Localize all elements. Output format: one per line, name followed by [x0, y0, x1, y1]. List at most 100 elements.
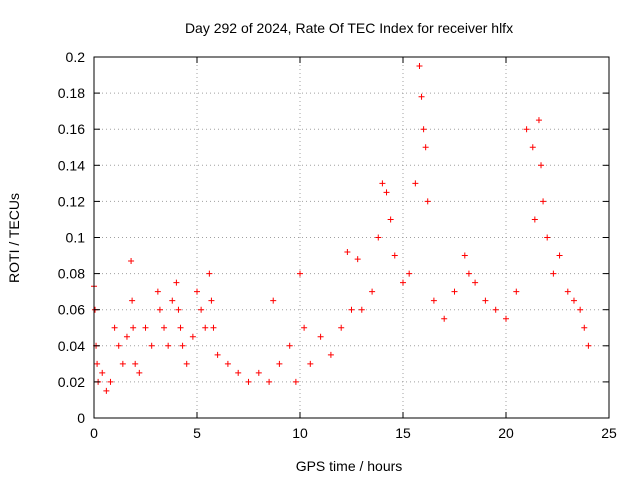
data-point — [206, 270, 213, 277]
data-point — [387, 216, 394, 223]
x-tick-label: 5 — [193, 425, 201, 441]
data-point — [189, 333, 196, 340]
data-point — [465, 270, 472, 277]
data-point — [535, 117, 542, 124]
data-point — [391, 252, 398, 259]
axis-ticks: 0 5 10 15 20 25 0 0.02 0.04 0.06 0.08 0.1 0.12 0.14 0.… — [58, 49, 617, 441]
data-point — [214, 351, 221, 358]
data-point — [472, 279, 479, 286]
y-axis-label: ROTI / TECUs — [6, 193, 22, 283]
data-point — [177, 324, 184, 331]
data-point — [406, 270, 413, 277]
data-point — [255, 369, 262, 376]
data-point — [424, 198, 431, 205]
data-point — [531, 216, 538, 223]
data-point — [270, 297, 277, 304]
y-tick-label: 0.1 — [66, 230, 86, 246]
data-point — [375, 234, 382, 241]
data-point — [550, 270, 557, 277]
data-point — [420, 126, 427, 133]
data-point — [156, 306, 163, 313]
data-point — [461, 252, 468, 259]
data-point — [128, 257, 135, 264]
x-axis-label: GPS time / hours — [296, 458, 403, 474]
data-point — [224, 360, 231, 367]
data-point — [529, 144, 536, 151]
data-point — [570, 297, 577, 304]
data-point — [441, 315, 448, 322]
grid-lines — [94, 57, 609, 418]
y-tick-label: 0.16 — [58, 121, 85, 137]
data-point — [148, 342, 155, 349]
x-tick-label: 20 — [498, 425, 514, 441]
data-point — [179, 342, 186, 349]
y-tick-label: 0.2 — [66, 49, 86, 65]
data-point — [317, 333, 324, 340]
data-point — [161, 324, 168, 331]
data-point — [175, 306, 182, 313]
data-point — [327, 351, 334, 358]
x-tick-label: 15 — [395, 425, 411, 441]
chart-title: Day 292 of 2024, Rate Of TEC Index for r… — [185, 20, 513, 36]
y-tick-label: 0.14 — [58, 157, 85, 173]
data-point — [538, 162, 545, 169]
data-points — [91, 63, 592, 394]
data-point — [286, 342, 293, 349]
data-point — [165, 342, 172, 349]
data-point — [307, 360, 314, 367]
data-point — [344, 248, 351, 255]
data-point — [358, 306, 365, 313]
x-tick-label: 10 — [292, 425, 308, 441]
data-point — [208, 297, 215, 304]
y-tick-label: 0.08 — [58, 266, 85, 282]
data-point — [418, 93, 425, 100]
data-point — [136, 369, 143, 376]
plot-frame — [93, 56, 610, 419]
data-point — [99, 369, 106, 376]
data-point — [119, 360, 126, 367]
data-point — [301, 324, 308, 331]
data-point — [129, 297, 136, 304]
data-point — [369, 288, 376, 295]
data-point — [154, 288, 161, 295]
data-point — [198, 306, 205, 313]
data-point — [482, 297, 489, 304]
data-point — [292, 378, 299, 385]
data-point — [111, 324, 118, 331]
data-point — [173, 279, 180, 286]
data-point — [383, 189, 390, 196]
data-point — [194, 288, 200, 295]
data-point — [235, 369, 242, 376]
y-tick-label: 0 — [77, 410, 85, 426]
y-tick-label: 0.12 — [58, 193, 85, 209]
data-point — [379, 180, 386, 187]
data-point — [503, 315, 509, 322]
data-point — [123, 333, 130, 340]
data-point — [523, 126, 530, 133]
data-point — [266, 378, 273, 385]
y-tick-label: 0.02 — [58, 374, 85, 390]
y-tick-label: 0.06 — [58, 302, 85, 318]
data-point — [115, 342, 122, 349]
data-point — [245, 378, 252, 385]
data-point — [585, 342, 592, 349]
data-point — [169, 297, 176, 304]
data-point — [107, 378, 114, 385]
data-point — [132, 360, 139, 367]
data-point — [183, 360, 190, 367]
data-point — [430, 297, 437, 304]
data-point — [103, 387, 110, 394]
data-point — [540, 198, 547, 205]
data-point — [94, 360, 101, 367]
data-point — [564, 288, 571, 295]
data-point — [210, 324, 217, 331]
data-point — [354, 256, 361, 263]
y-tick-label: 0.04 — [58, 338, 85, 354]
data-point — [142, 324, 149, 331]
data-point — [416, 63, 423, 70]
data-point — [348, 306, 355, 313]
y-tick-label: 0.18 — [58, 85, 85, 101]
data-point — [581, 324, 588, 331]
data-point — [130, 324, 137, 331]
